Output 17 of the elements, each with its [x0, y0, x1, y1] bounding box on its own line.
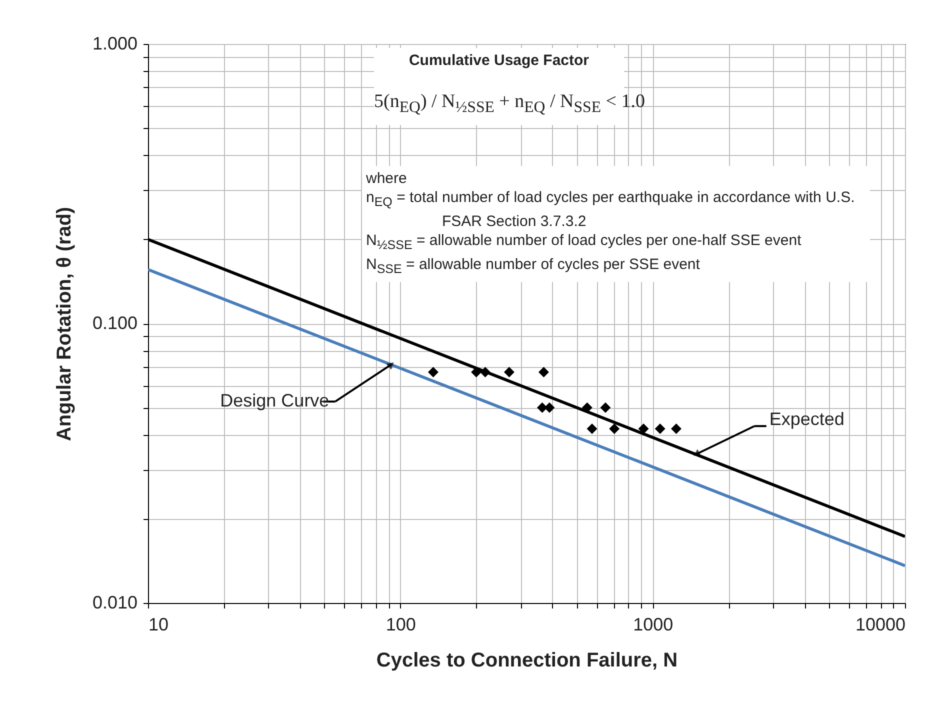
y-tick-label: 0.100	[92, 313, 138, 333]
annotation: N$_{SSE}$ = allowable number of cycles per SSE event	[366, 255, 701, 278]
x-tick-label: 10000	[855, 614, 906, 634]
annotation: N$_{½SSE}$ = allowable number of load cycles per one-half SSE event	[366, 231, 802, 254]
annotation: Design Curve	[220, 390, 330, 411]
y-axis-title: Angular Rotation, θ (rad)	[53, 206, 76, 442]
text: 5(n$_{EQ}$) / N$_{½SSE}$ + n$_{EQ}$ / N$_{SSE}$ < 1.0	[374, 91, 645, 116]
x-tick-label: 10	[148, 614, 169, 634]
x-tick-label: 1000	[633, 614, 674, 634]
annotation: n$_{EQ}$ = total number of load cycles per earthquake in accordance with U.S. FSAR Section 3.7.3.2	[366, 188, 856, 231]
y-tick-label: 1.000	[92, 34, 138, 54]
x-axis-title: Cycles to Connection Failure, N	[376, 650, 678, 672]
y-tick-label: 0.010	[92, 592, 138, 612]
annotation: Expected	[769, 409, 844, 430]
annotation: where	[366, 169, 408, 188]
annotation: Cumulative Usage Factor	[408, 52, 590, 69]
x-tick-label: 100	[386, 614, 416, 634]
